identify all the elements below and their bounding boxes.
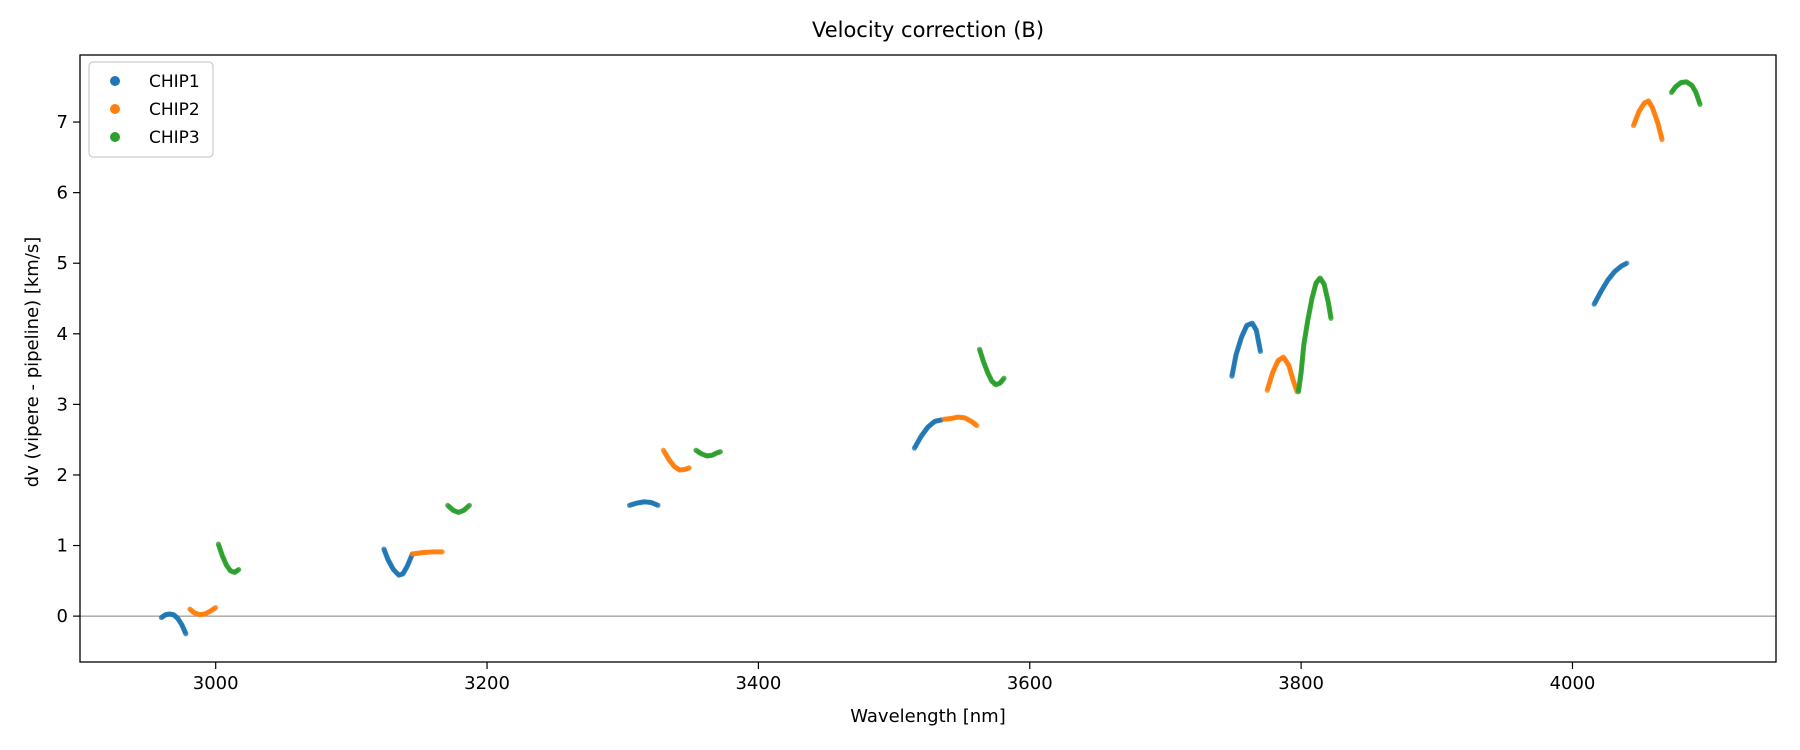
y-axis-label: dv (vipere - pipeline) [km/s]	[22, 237, 43, 488]
y-tick-label: 7	[57, 112, 68, 133]
series-chip3	[215, 79, 1703, 575]
data-point	[717, 449, 724, 455]
data-point	[655, 502, 661, 508]
legend-marker-chip3	[110, 132, 120, 142]
data-point	[1624, 260, 1630, 266]
data-point	[1659, 137, 1665, 143]
data-point	[213, 605, 219, 611]
y-tick-label: 4	[57, 324, 68, 345]
chart-title: Velocity correction (B)	[812, 18, 1044, 42]
y-tick-label: 5	[57, 253, 68, 274]
x-tick-label: 3000	[193, 673, 239, 694]
legend-label-chip1: CHIP1	[149, 72, 200, 92]
data-point	[236, 566, 242, 573]
legend-label-chip3: CHIP3	[149, 128, 200, 148]
y-tick-label: 2	[57, 465, 68, 486]
data-point	[466, 502, 473, 508]
data-point	[974, 422, 980, 429]
data-points	[158, 79, 1703, 637]
series-chip2	[187, 98, 1665, 618]
x-tick-label: 3200	[464, 673, 510, 694]
y-tick-label: 6	[57, 183, 68, 204]
data-point	[1328, 315, 1334, 321]
legend-label-chip2: CHIP2	[149, 100, 200, 120]
y-tick-label: 0	[57, 606, 68, 627]
y-tick-label: 3	[57, 394, 68, 415]
y-tick-label: 1	[57, 536, 68, 557]
data-point	[1001, 375, 1007, 381]
data-point	[439, 549, 445, 555]
x-tick-label: 4000	[1550, 673, 1596, 694]
legend-frame	[88, 61, 214, 158]
data-point	[686, 465, 692, 471]
data-point	[1697, 101, 1703, 108]
data-point	[183, 631, 189, 637]
x-axis-ticks: 3000 3200 3400 3600 3800 4000	[193, 662, 1596, 694]
x-axis-label: Wavelength [nm]	[850, 706, 1006, 727]
series-chip1	[158, 260, 1630, 637]
x-tick-label: 3600	[1007, 673, 1053, 694]
legend-marker-chip1	[110, 76, 120, 86]
x-tick-label: 3400	[735, 673, 781, 694]
legend: CHIP1 CHIP2 CHIP3	[88, 61, 214, 158]
legend-items: CHIP1 CHIP2 CHIP3	[110, 72, 200, 148]
y-axis-ticks: 0 1 2 3 4 5 6 7	[57, 112, 80, 627]
legend-marker-chip2	[110, 104, 120, 114]
plot-frame	[79, 54, 1777, 663]
data-point	[1257, 348, 1264, 355]
x-tick-label: 3800	[1278, 673, 1324, 694]
